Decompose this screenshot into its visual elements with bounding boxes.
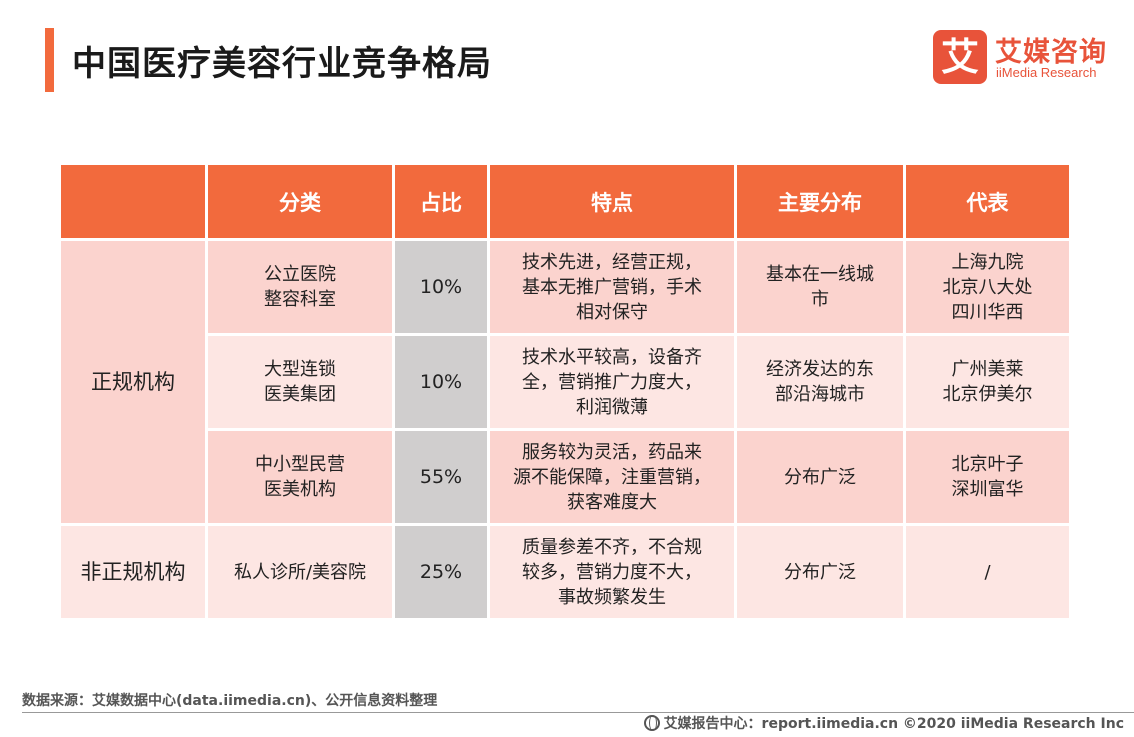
distribution-cell: 分布广泛 [737,526,903,618]
header-cell-ratio: 占比 [395,165,487,238]
footer-divider [22,712,1134,713]
table-row: 正规机构 公立医院 整容科室 10% 技术先进，经营正规， 基本无推广营销，手术… [61,241,1069,523]
group-cell-formal: 正规机构 [61,241,205,523]
category-cell: 大型连锁 医美集团 [208,336,392,428]
distribution-cell: 基本在一线城 市 [737,241,903,333]
ratio-cell: 25% [395,526,487,618]
header-cell-representative: 代表 [906,165,1069,238]
footer-text: 艾媒报告中心：report.iimedia.cn ©2020 iiMedia R… [663,716,1124,732]
ratio-cell: 10% [395,336,487,428]
data-source-note: 数据来源：艾媒数据中心(data.iimedia.cn)、公开信息资料整理 [22,693,438,709]
representative-cell: / [906,526,1069,618]
ratio-cell: 55% [395,431,487,523]
header-cell-feature: 特点 [490,165,734,238]
title-accent-bar [45,28,54,92]
logo-text-en: iiMedia Research [996,65,1097,80]
representative-cell: 上海九院 北京八大处 四川华西 [906,241,1069,333]
feature-cell: 质量参差不齐，不合规 较多，营销力度不大， 事故频繁发生 [490,526,734,618]
ratio-cell: 10% [395,241,487,333]
globe-icon [643,715,660,731]
table-row: 中小型民营 医美机构 55% 服务较为灵活，药品来 源不能保障，注重营销， 获客… [61,431,1069,523]
distribution-cell: 经济发达的东 部沿海城市 [737,336,903,428]
header-cell-category: 分类 [208,165,392,238]
category-cell: 公立医院 整容科室 [208,241,392,333]
page-title: 中国医疗美容行业竞争格局 [72,44,492,84]
category-cell: 中小型民营 医美机构 [208,431,392,523]
table-header-row: 分类 占比 特点 主要分布 代表 [61,165,1069,238]
footer-bar: 艾媒报告中心：report.iimedia.cn ©2020 iiMedia R… [643,713,1124,733]
header-cell-distribution: 主要分布 [737,165,903,238]
representative-cell: 北京叶子 深圳富华 [906,431,1069,523]
brand-logo: 艾 艾媒咨询 iiMedia Research [933,30,1113,86]
header-cell-group [61,165,205,238]
table-row: 非正规机构 私人诊所/美容院 25% 质量参差不齐，不合规 较多，营销力度不大，… [61,526,1069,618]
feature-cell: 技术水平较高，设备齐 全，营销推广力度大， 利润微薄 [490,336,734,428]
feature-cell: 技术先进，经营正规， 基本无推广营销，手术 相对保守 [490,241,734,333]
logo-text-cn: 艾媒咨询 [995,37,1107,68]
logo-icon: 艾 [933,30,987,84]
distribution-cell: 分布广泛 [737,431,903,523]
table-row: 大型连锁 医美集团 10% 技术水平较高，设备齐 全，营销推广力度大， 利润微薄… [61,336,1069,428]
representative-cell: 广州美莱 北京伊美尔 [906,336,1069,428]
competition-table: 分类 占比 特点 主要分布 代表 正规机构 公立医院 整容科室 10% 技术先进… [58,162,1072,621]
category-cell: 私人诊所/美容院 [208,526,392,618]
group-cell-informal: 非正规机构 [61,526,205,618]
feature-cell: 服务较为灵活，药品来 源不能保障，注重营销， 获客难度大 [490,431,734,523]
